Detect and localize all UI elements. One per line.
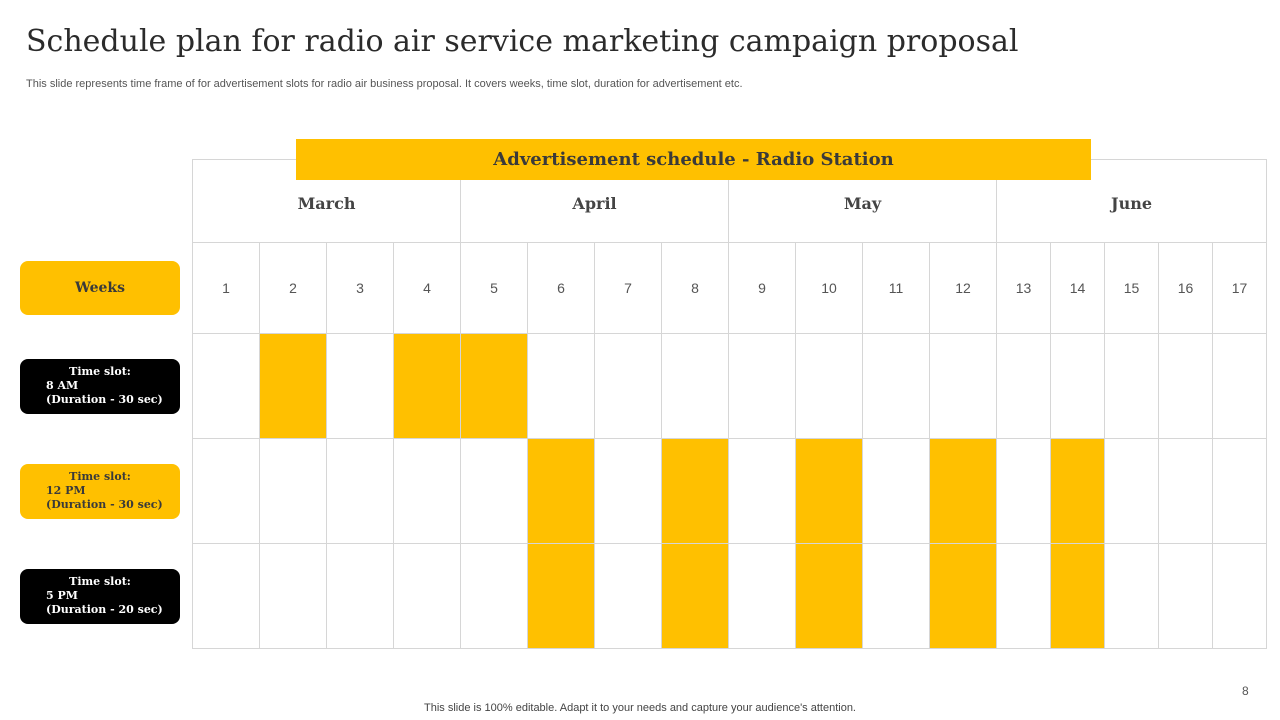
week-number: 1 [192,242,260,334]
schedule-cell [259,438,327,544]
schedule-cell-filled [661,543,730,649]
schedule-cell-filled [929,543,998,649]
schedule-cell [1104,333,1160,439]
schedule-cell [594,438,663,544]
slot-row-5pm [192,543,1268,649]
schedule-cell [1104,543,1160,649]
week-number: 6 [527,242,596,334]
week-number: 10 [795,242,864,334]
schedule-cell-filled [929,438,998,544]
time-slot-time: 5 PM [46,589,78,602]
schedule-cell-filled [527,438,596,544]
schedule-cell [996,543,1052,649]
schedule-cell [460,438,529,544]
schedule-cell [1158,333,1214,439]
week-number-row: 1 2 3 4 5 6 7 8 9 10 11 12 13 14 15 16 17 [192,242,1268,334]
schedule-cell-filled [392,333,462,439]
schedule-cell [192,543,260,649]
time-slot-duration: (Duration - 20 sec) [46,603,163,616]
schedule-cell [594,333,663,439]
schedule-cell [728,438,797,544]
week-number: 3 [326,242,394,334]
schedule-cell [192,333,260,439]
schedule-cell [1212,438,1268,544]
schedule-cell [728,543,797,649]
schedule-cell [527,333,596,439]
week-number: 15 [1104,242,1160,334]
schedule-cell [192,438,260,544]
time-slot-label-12pm: Time slot: 12 PM (Duration - 30 sec) [20,464,180,519]
schedule-cell [326,543,394,649]
schedule-cell [392,438,462,544]
schedule-cell [996,438,1052,544]
schedule-cell [326,438,394,544]
schedule-cell [862,438,931,544]
schedule-cell [1158,543,1214,649]
time-slot-time: 8 AM [46,379,79,392]
week-number: 12 [929,242,998,334]
schedule-cell [929,333,998,439]
week-number: 14 [1050,242,1106,334]
week-number: 11 [862,242,931,334]
schedule-cell [1104,438,1160,544]
time-slot-heading: Time slot: [69,470,131,483]
schedule-cell [1212,333,1268,439]
schedule-cell [661,333,730,439]
schedule-cell-filled [527,543,596,649]
schedule-grid: March April May June 1 2 3 4 5 6 7 8 9 10 11 12 13 14… [191,159,1268,649]
week-number: 16 [1158,242,1214,334]
slot-row-12pm [192,438,1268,544]
schedule-cell-filled [1050,543,1106,649]
page-subtitle: This slide represents time frame of for … [26,78,743,90]
schedule-cell [259,543,327,649]
schedule-cell [594,543,663,649]
schedule-cell-filled [1050,438,1106,544]
schedule-cell-filled [259,333,327,439]
time-slot-label-8am: Time slot: 8 AM (Duration - 30 sec) [20,359,180,414]
schedule-cell [460,543,529,649]
week-number: 7 [594,242,663,334]
time-slot-duration: (Duration - 30 sec) [46,393,163,406]
time-slot-heading: Time slot: [69,575,131,588]
page-number: 8 [1242,684,1249,698]
schedule-cell-filled [661,438,730,544]
week-number: 17 [1212,242,1268,334]
schedule-cell [1050,333,1106,439]
time-slot-heading: Time slot: [69,365,131,378]
schedule-cell [728,333,797,439]
schedule-cell [795,333,864,439]
weeks-label: Weeks [20,261,180,315]
week-number: 8 [661,242,730,334]
schedule-cell [392,543,462,649]
schedule-cell [862,543,931,649]
schedule-banner: Advertisement schedule - Radio Station [296,139,1091,180]
week-number: 9 [728,242,797,334]
time-slot-time: 12 PM [46,484,86,497]
schedule-cell [1158,438,1214,544]
week-number: 13 [996,242,1052,334]
schedule-cell [326,333,394,439]
schedule-cell-filled [795,438,864,544]
page-title: Schedule plan for radio air service mark… [26,24,1019,59]
schedule-cell [996,333,1052,439]
slot-row-8am [192,333,1268,439]
footer-note: This slide is 100% editable. Adapt it to… [424,702,856,714]
time-slot-label-5pm: Time slot: 5 PM (Duration - 20 sec) [20,569,180,624]
schedule-cell-filled [460,333,529,439]
week-number: 5 [460,242,529,334]
schedule-cell-filled [795,543,864,649]
week-number: 4 [392,242,462,334]
time-slot-duration: (Duration - 30 sec) [46,498,163,511]
schedule-cell [862,333,931,439]
schedule-cell [1212,543,1268,649]
week-number: 2 [259,242,327,334]
